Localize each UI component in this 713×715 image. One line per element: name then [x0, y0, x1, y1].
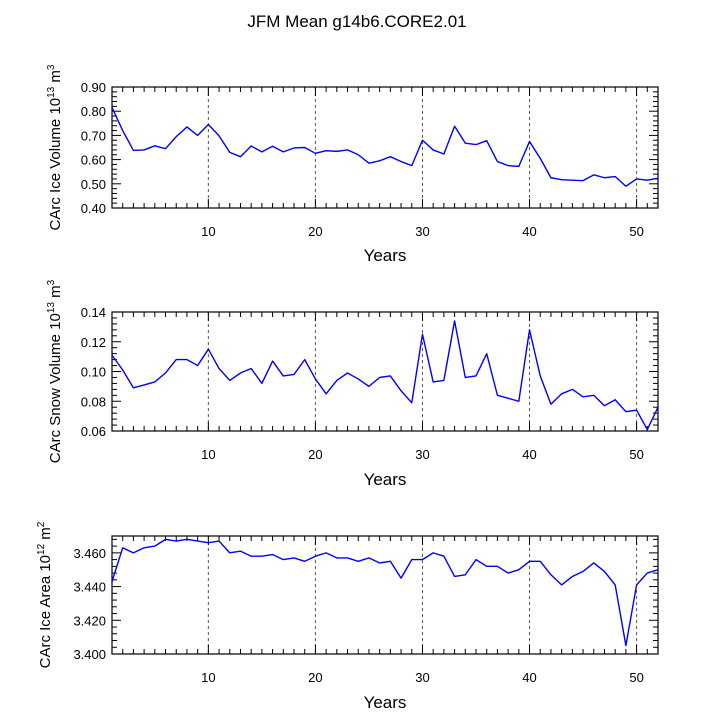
- x-axis-label: Years: [364, 246, 407, 265]
- x-tick-label: 20: [308, 447, 322, 462]
- series-line: [111, 320, 659, 431]
- x-axis-label: Years: [364, 693, 407, 712]
- y-tick-label: 3.440: [73, 580, 106, 595]
- x-tick-label: 50: [629, 670, 643, 685]
- x-tick-label: 40: [522, 224, 536, 239]
- y-tick-label: 0.80: [81, 104, 106, 119]
- x-tick-label: 10: [201, 670, 215, 685]
- y-tick-label: 0.90: [81, 80, 106, 95]
- x-tick-label: 20: [308, 224, 322, 239]
- y-axis-label: CArc Snow Volume 1013 m3: [46, 279, 64, 463]
- x-tick-label: 30: [415, 670, 429, 685]
- x-tick-label: 40: [522, 447, 536, 462]
- y-tick-label: 3.460: [73, 546, 106, 561]
- y-tick-label: 0.60: [81, 153, 106, 168]
- x-tick-label: 30: [415, 224, 429, 239]
- x-tick-label: 40: [522, 670, 536, 685]
- series-line: [111, 538, 659, 647]
- x-tick-label: 50: [629, 224, 643, 239]
- chart-panel-1: 0.40 0.50 0.60 0.70 0.80 0.90 10 20 30 40 50 Years C…: [46, 64, 659, 265]
- x-tick-label: 30: [415, 447, 429, 462]
- chart-title: JFM Mean g14b6.CORE2.01: [247, 12, 466, 31]
- y-axis-label: CArc Ice Volume 1013 m3: [46, 64, 64, 230]
- y-tick-label: 0.08: [81, 394, 106, 409]
- x-tick-label: 10: [201, 224, 215, 239]
- x-tick-label: 10: [201, 447, 215, 462]
- plot-frame: [111, 86, 659, 209]
- y-tick-label: 0.50: [81, 177, 106, 192]
- y-tick-label: 0.40: [81, 201, 106, 216]
- chart-panel-2: 0.06 0.08 0.10 0.12 0.14 10 20 30 40 50 Years CArc …: [46, 279, 659, 489]
- plot-frame: [111, 535, 659, 655]
- y-axis-label: CArc Ice Area 1012 m2: [36, 521, 54, 668]
- plot-frame: [111, 311, 659, 432]
- y-tick-label: 0.10: [81, 365, 106, 380]
- x-tick-label: 20: [308, 670, 322, 685]
- y-tick-label: 0.06: [81, 424, 106, 439]
- y-tick-label: 3.400: [73, 647, 106, 662]
- series-line: [111, 107, 659, 187]
- x-tick-label: 50: [629, 447, 643, 462]
- x-axis-label: Years: [364, 470, 407, 489]
- y-tick-label: 0.12: [81, 335, 106, 350]
- y-tick-label: 0.14: [81, 305, 106, 320]
- y-tick-label: 3.420: [73, 613, 106, 628]
- y-tick-label: 0.70: [81, 128, 106, 143]
- chart-panel-3: 3.400 3.420 3.440 3.460 10 20 30 40 50 Years CArc …: [36, 521, 659, 712]
